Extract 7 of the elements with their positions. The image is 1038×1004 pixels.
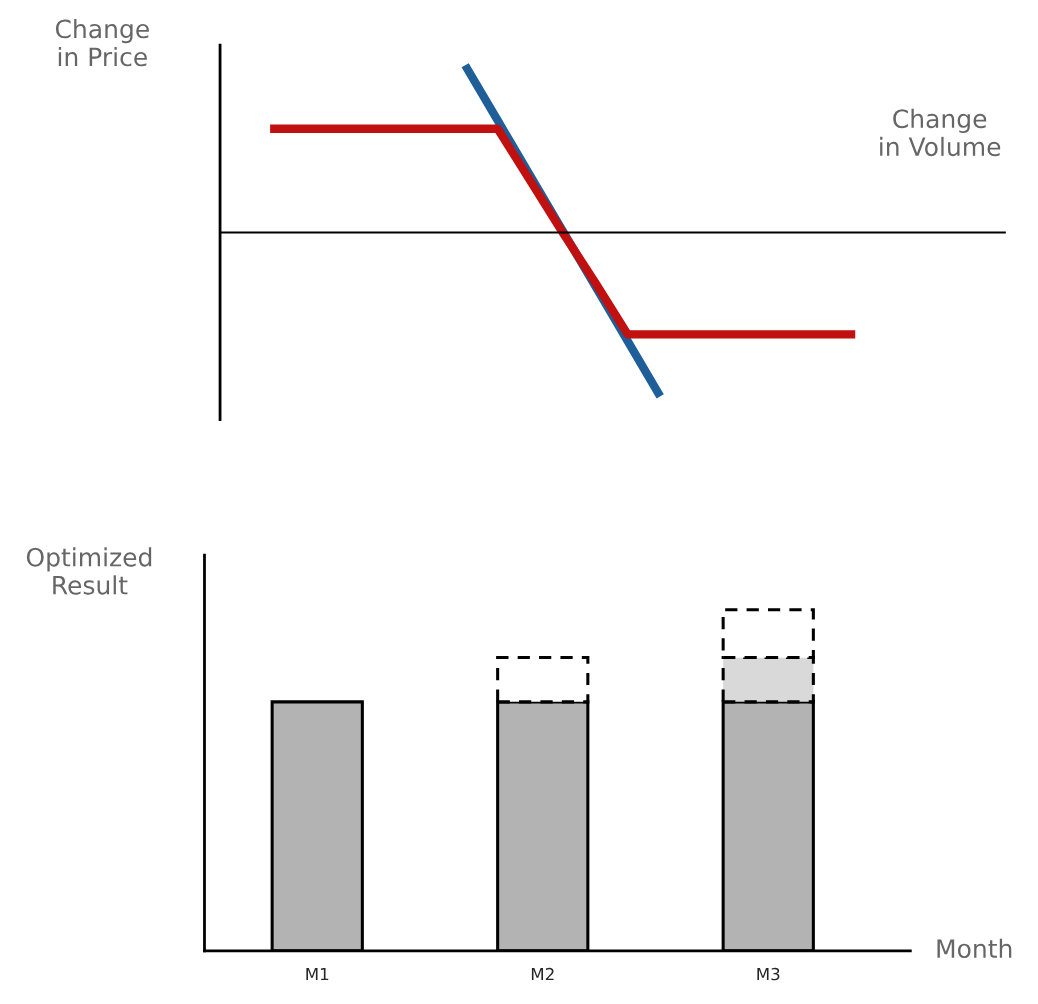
x-tick-label: M2 [531, 967, 554, 981]
x-tick-label: M1 [306, 967, 329, 981]
y-axis-title: Optimized Result [26, 547, 152, 595]
x-tick-label: M3 [757, 967, 780, 981]
x-axis-title: Month [937, 938, 1012, 959]
x-axis-title: Change in Volume [880, 108, 1001, 157]
y-axis-title: Change in Price [55, 18, 149, 67]
